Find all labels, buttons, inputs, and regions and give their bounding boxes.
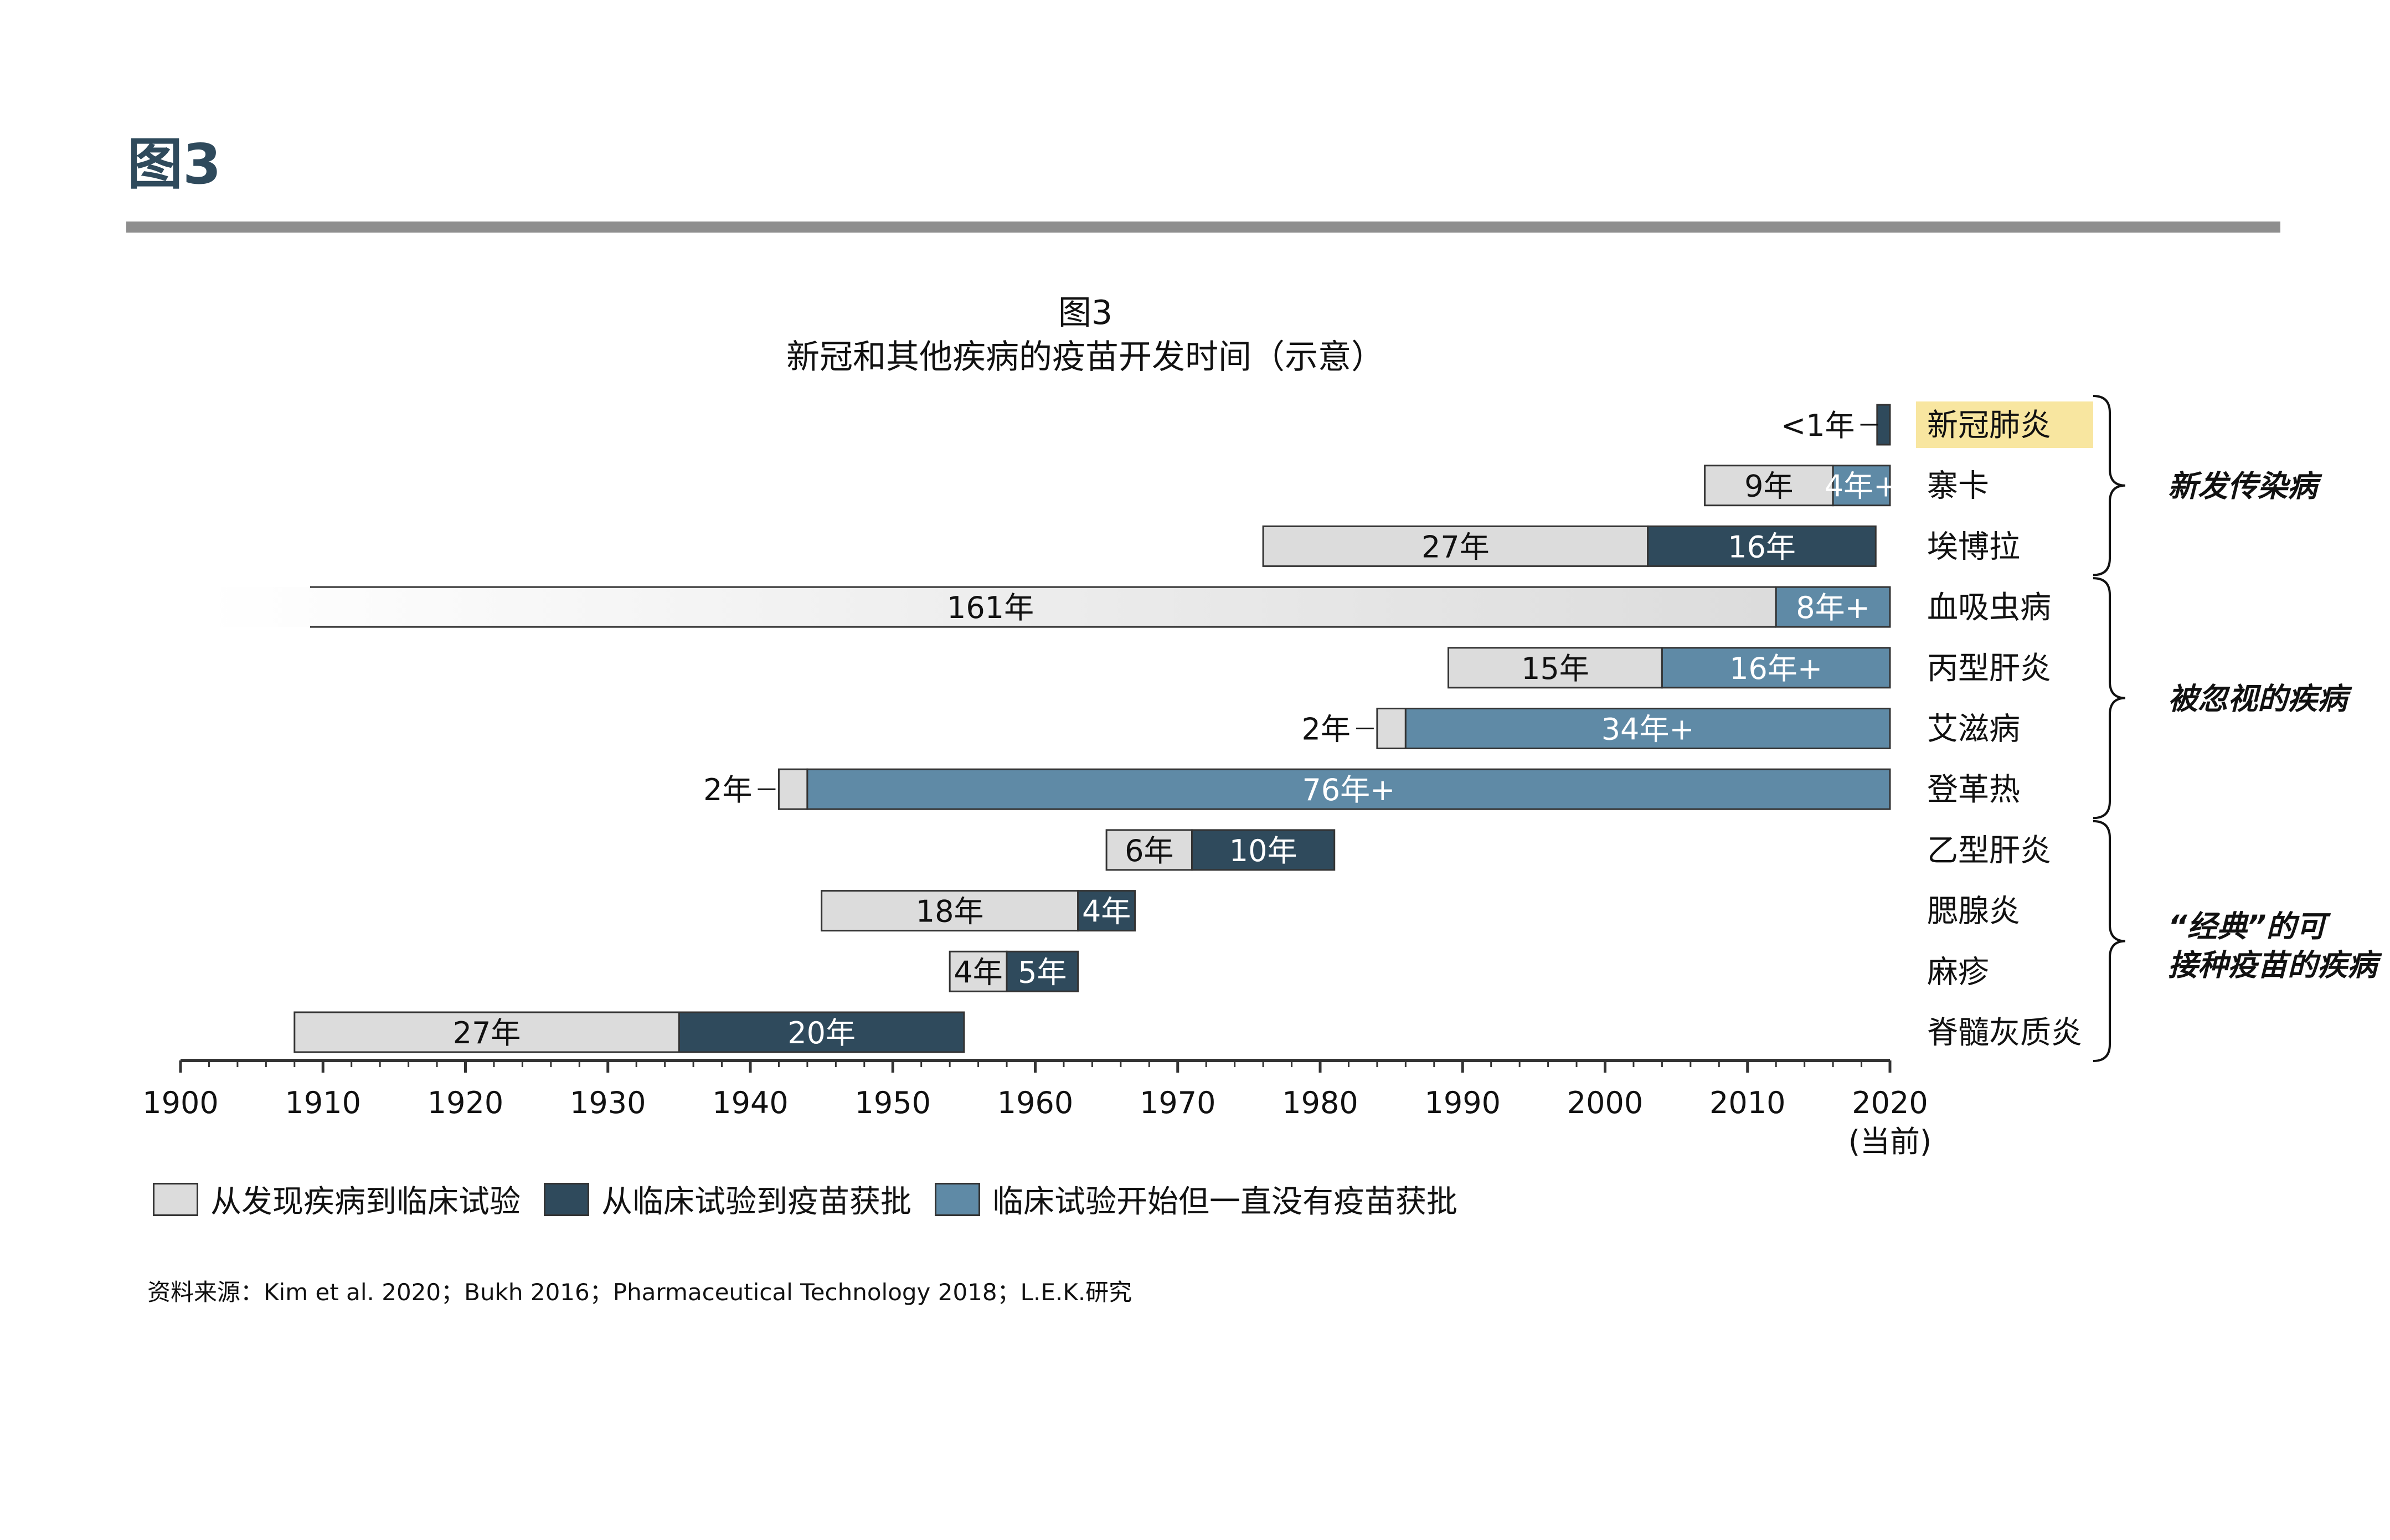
bar-label: 4年 — [1082, 894, 1131, 929]
legend-swatch-approval — [544, 1182, 589, 1216]
bar-label: 4年+ — [1825, 469, 1899, 504]
bar-discovery — [1262, 525, 1649, 567]
source-note: 资料来源：Kim et al. 2020；Bukh 2016；Pharmaceu… — [147, 1279, 1132, 1306]
group-label: 被忽视的疾病 — [2168, 682, 2352, 717]
disease-label: 腮腺炎 — [1927, 894, 2020, 930]
legend-label-approval: 从临床试验到疫苗获批 — [601, 1184, 911, 1220]
legend-item-approval: 从临床试验到疫苗获批 — [544, 1177, 911, 1222]
legend-item-ongoing: 临床试验开始但一直没有疫苗获批 — [935, 1177, 1457, 1222]
x-tick-label: 1960 — [997, 1085, 1073, 1120]
x-tick-label: 2000 — [1567, 1085, 1643, 1120]
bar-label: 2年 — [703, 772, 752, 807]
disease-label: 脊髓灰质炎 — [1927, 1015, 2082, 1051]
bar-approval — [1647, 525, 1877, 567]
x-tick-label: 1940 — [712, 1085, 788, 1120]
disease-label: 埃博拉 — [1927, 529, 2020, 565]
x-tick-label: 1910 — [285, 1085, 361, 1120]
bar-ongoing — [806, 768, 1891, 810]
bar-ongoing — [1832, 465, 1891, 507]
bar-label: 16年+ — [1729, 651, 1822, 686]
bar-discovery — [1704, 465, 1834, 507]
page-title: 图3 — [127, 132, 222, 197]
bar-ongoing — [1404, 708, 1891, 749]
bar-discovery — [949, 950, 1008, 992]
bar-label: 161年 — [947, 590, 1034, 625]
group-label: 接种疫苗的疾病 — [2168, 947, 2382, 982]
bar-approval — [1006, 950, 1079, 992]
disease-highlight — [1916, 401, 2093, 448]
bar-approval — [1876, 404, 1891, 446]
bar-label: 20年 — [787, 1016, 856, 1050]
legend-swatch-discovery — [153, 1182, 198, 1216]
x-tick-label: 1950 — [855, 1085, 931, 1120]
disease-label: 麻疹 — [1927, 954, 1989, 990]
x-tick-label: 1920 — [427, 1085, 503, 1120]
bar-label: 34年+ — [1601, 712, 1694, 747]
bar-label: 27年 — [1421, 529, 1490, 564]
group-brace — [2093, 395, 2126, 576]
legend-swatch-ongoing — [935, 1182, 980, 1216]
disease-label: 寨卡 — [1927, 468, 1989, 504]
bar-label: 8年+ — [1796, 590, 1870, 625]
disease-label: 登革热 — [1927, 772, 2020, 808]
bar-discovery — [205, 587, 1776, 627]
x-tick-label: 1970 — [1140, 1085, 1215, 1120]
disease-label: 乙型肝炎 — [1927, 833, 2051, 869]
bar-discovery — [821, 890, 1079, 932]
x-tick-label: 1900 — [142, 1085, 218, 1120]
x-tick-label: 1980 — [1282, 1085, 1358, 1120]
bar-ongoing — [1775, 586, 1891, 628]
disease-label: 新冠肺炎 — [1927, 408, 2051, 444]
bar-label: 76年+ — [1302, 772, 1395, 807]
group-brace — [2093, 820, 2126, 1062]
chart-title: 图3 — [1058, 293, 1112, 332]
bar-approval — [678, 1011, 965, 1053]
disease-label: 血吸虫病 — [1927, 590, 2051, 626]
bar-discovery — [777, 768, 808, 810]
group-label: 新发传染病 — [2168, 469, 2322, 504]
bar-approval — [1077, 890, 1136, 932]
chart-legend: 从发现疾病到临床试验 从临床试验到疫苗获批 临床试验开始但一直没有疫苗获批 — [153, 1177, 1481, 1222]
x-tick-label: 2020 — [1852, 1085, 1928, 1120]
bar-discovery — [293, 1011, 680, 1053]
x-tick-note: (当前) — [1848, 1124, 1931, 1159]
legend-item-discovery: 从发现疾病到临床试验 — [153, 1177, 521, 1222]
title-divider — [126, 222, 2280, 233]
bar-discovery — [1105, 829, 1193, 871]
legend-label-discovery: 从发现疾病到临床试验 — [210, 1184, 521, 1220]
bar-label: 15年 — [1521, 651, 1589, 686]
group-label: “经典”的可 — [2168, 909, 2331, 944]
bar-approval — [1191, 829, 1336, 871]
group-brace — [2093, 577, 2126, 820]
x-tick-label: 1990 — [1425, 1085, 1501, 1120]
disease-label: 艾滋病 — [1927, 712, 2020, 748]
bar-label: 6年 — [1125, 833, 1173, 868]
bar-label: 4年 — [954, 955, 1002, 990]
bar-discovery — [1376, 708, 1407, 749]
bar-label: 18年 — [916, 894, 984, 929]
bar-label: 9年 — [1744, 469, 1793, 504]
bar-label: 16年 — [1728, 529, 1796, 564]
x-tick-label: 2010 — [1709, 1085, 1785, 1120]
bar-label: 5年 — [1018, 955, 1067, 990]
bar-label: <1年 — [1781, 408, 1855, 443]
disease-label: 丙型肝炎 — [1927, 651, 2051, 687]
legend-label-ongoing: 临床试验开始但一直没有疫苗获批 — [992, 1184, 1457, 1220]
bar-label: 27年 — [453, 1016, 521, 1050]
bar-ongoing — [1661, 647, 1891, 689]
bar-label: 2年 — [1302, 712, 1351, 747]
x-tick-label: 1930 — [570, 1085, 646, 1120]
chart-subtitle: 新冠和其他疾病的疫苗开发时间（示意） — [786, 338, 1384, 377]
bar-label: 10年 — [1229, 833, 1297, 868]
